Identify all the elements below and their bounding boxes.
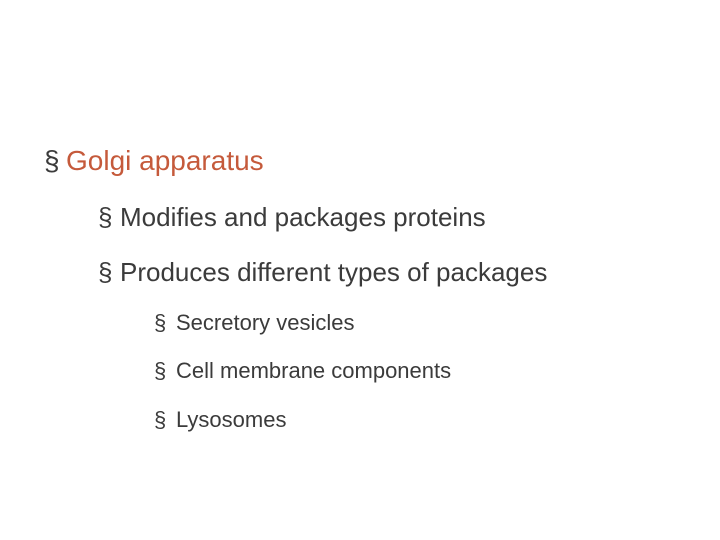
list-item-label: Secretory vesicles (176, 310, 355, 335)
list-item: § Cell membrane components (154, 358, 547, 384)
bullet-list-level-1: § Golgi apparatus § Modifies and package… (44, 144, 547, 457)
list-item-label: Golgi apparatus (66, 145, 264, 176)
bullet-list-level-3: § Secretory vesicles § Cell membrane com… (120, 310, 547, 433)
bullet-icon: § (154, 407, 166, 433)
bullet-icon: § (154, 358, 166, 384)
bullet-icon: § (98, 202, 112, 233)
list-item: § Secretory vesicles (154, 310, 547, 336)
list-item: § Lysosomes (154, 407, 547, 433)
bullet-icon: § (44, 144, 60, 178)
list-item-label: Modifies and packages proteins (120, 202, 486, 232)
list-item-label: Cell membrane components (176, 358, 451, 383)
slide: § Golgi apparatus § Modifies and package… (0, 0, 720, 540)
bullet-icon: § (98, 257, 112, 288)
bullet-icon: § (154, 310, 166, 336)
list-item: § Modifies and packages proteins (98, 202, 547, 233)
bullet-list-level-2: § Modifies and packages proteins § Produ… (66, 202, 547, 434)
list-item: § Produces different types of packages §… (98, 257, 547, 433)
list-item-label: Lysosomes (176, 407, 286, 432)
list-item: § Golgi apparatus § Modifies and package… (44, 144, 547, 433)
list-item-label: Produces different types of packages (120, 257, 547, 287)
